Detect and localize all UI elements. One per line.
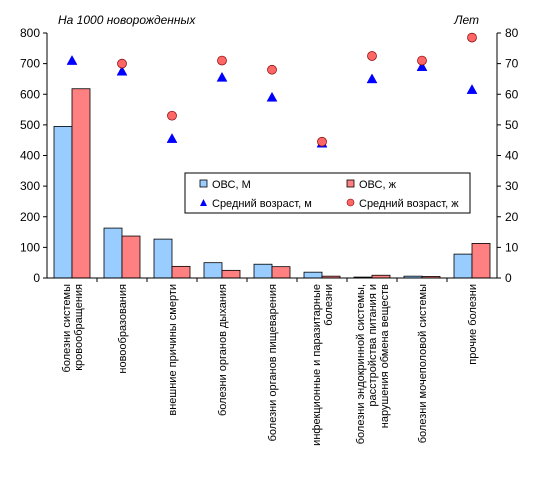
bar-male-5	[303, 271, 323, 279]
category-label-6: болезни эндокринной системы,расстройства…	[355, 284, 391, 444]
legend-swatch-3	[346, 198, 355, 207]
legend-label-2: Средний возраст, м	[212, 198, 312, 210]
avg-age-female-point-4	[267, 64, 277, 75]
category-label-line: болезни эндокринной системы,	[355, 284, 367, 444]
category-label-4: болезни органов пищеварения	[267, 284, 279, 441]
category-label-5: инфекционные и паразитарныеболезни	[311, 284, 335, 446]
avg-age-female-point-6	[367, 51, 377, 61]
avg-age-male-point-1	[116, 65, 128, 76]
legend-label-1: ОВС, ж	[359, 179, 397, 191]
bar-female-3	[221, 269, 241, 279]
bar-male-3	[203, 262, 223, 279]
right-axis-title: Лет	[453, 13, 479, 27]
legend-swatch-0	[199, 179, 208, 188]
category-label-line: прочие болезни	[467, 284, 479, 365]
avg-age-female-point-3	[217, 55, 227, 66]
legend-label-0: ОВС, М	[212, 179, 251, 191]
category-label-8: прочие болезни	[467, 284, 479, 365]
left-tick-label: 600	[20, 87, 40, 101]
left-tick-label: 200	[20, 210, 40, 224]
bar-female-2	[171, 265, 191, 279]
avg-age-female-point-7	[417, 55, 427, 66]
bar-male-1	[103, 227, 123, 279]
avg-age-female-point-2	[167, 110, 177, 121]
avg-age-female-point-1	[117, 58, 127, 69]
right-tick-label: 80	[505, 26, 519, 40]
category-label-line: болезни органов дыхания	[217, 284, 229, 416]
bar-male-2	[153, 238, 173, 279]
right-tick-label: 60	[505, 87, 519, 101]
legend: ОВС, М ОВС, ж Средний возраст, м Средний во…	[184, 172, 471, 214]
legend-swatch-1	[346, 179, 355, 188]
category-label-line: болезни	[323, 284, 335, 326]
bar-female-8	[471, 242, 491, 279]
left-tick-label: 100	[20, 240, 40, 254]
left-tick-label: 300	[20, 179, 40, 193]
category-label-line: болезни мочеполовой системы	[417, 284, 429, 443]
category-label-line: расстройства питания и	[367, 284, 379, 407]
avg-age-male-point-3	[216, 71, 228, 82]
right-tick-label: 40	[505, 149, 519, 163]
bar-male-0	[53, 126, 73, 279]
left-tick-label: 700	[20, 57, 40, 71]
category-label-line: кровообращения	[73, 284, 85, 371]
right-tick-label: 50	[505, 118, 519, 132]
right-tick-label: 0	[505, 271, 512, 285]
category-label-1: новообразования	[117, 284, 129, 374]
right-tick-label: 30	[505, 179, 519, 193]
left-tick-label: 400	[20, 149, 40, 163]
avg-age-male-point-7	[416, 61, 428, 71]
avg-age-male-point-2	[166, 133, 178, 143]
category-label-line: инфекционные и паразитарные	[311, 284, 323, 446]
left-tick-label: 0	[33, 271, 40, 285]
bar-female-1	[121, 235, 141, 279]
category-label-3: болезни органов дыхания	[217, 284, 229, 416]
left-axis-title: На 1000 новорожденных	[58, 13, 196, 27]
category-label-line: внешние причины смерти	[167, 284, 179, 416]
avg-age-female-point-8	[467, 32, 477, 43]
category-label-line: новообразования	[117, 284, 129, 374]
avg-age-male-point-8	[466, 84, 478, 94]
bar-female-4	[271, 266, 291, 279]
category-label-line: нарушения обмена веществ	[379, 284, 391, 428]
bar-male-4	[253, 263, 273, 279]
legend-swatch-2	[200, 199, 207, 206]
category-label-line: болезни органов пищеварения	[267, 284, 279, 441]
legend-box	[184, 172, 471, 214]
category-label-2: внешние причины смерти	[167, 284, 179, 416]
left-tick-label: 500	[20, 118, 40, 132]
category-label-0: болезни системыкровообращения	[61, 284, 85, 373]
avg-age-male-point-4	[266, 91, 278, 102]
bar-female-0	[71, 88, 91, 279]
avg-age-male-point-0	[66, 55, 78, 65]
category-label-line: болезни системы	[61, 284, 73, 373]
right-tick-label: 20	[505, 210, 519, 224]
legend-label-3: Средний возраст, ж	[359, 198, 459, 210]
left-tick-label: 800	[20, 26, 40, 40]
avg-age-female-point-5	[317, 136, 327, 147]
category-label-7: болезни мочеполовой системы	[417, 284, 429, 443]
bar-male-8	[453, 253, 473, 279]
avg-age-male-point-6	[366, 73, 378, 84]
right-tick-label: 70	[505, 57, 519, 71]
right-tick-label: 10	[505, 240, 519, 254]
